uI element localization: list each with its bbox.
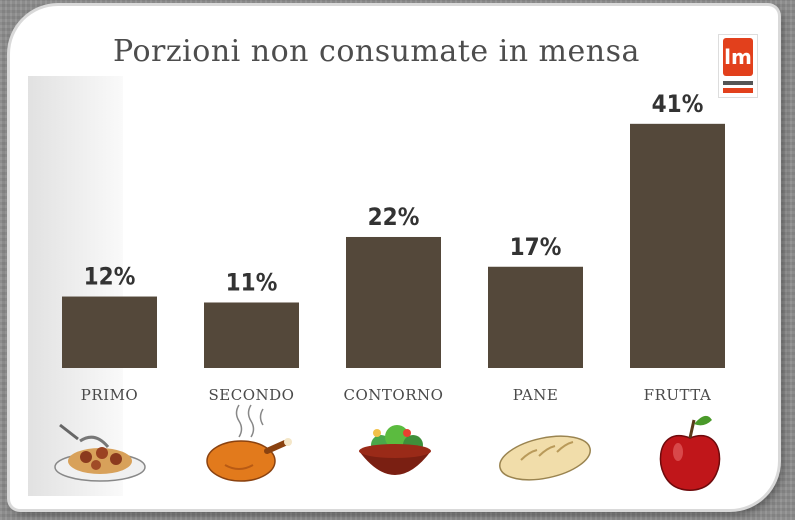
spaghetti-plate-icon bbox=[54, 423, 146, 482]
chart-title: Porzioni non consumate in mensa bbox=[113, 34, 640, 69]
bar-pane bbox=[488, 266, 583, 368]
bread-loaf-icon bbox=[499, 435, 591, 481]
lm-logo-icon: lm bbox=[718, 34, 758, 98]
bar-frutta bbox=[630, 123, 725, 368]
logo-stripe bbox=[723, 81, 753, 85]
value-label-pane: 17% bbox=[510, 233, 562, 261]
category-label-pane: PANE bbox=[513, 386, 559, 404]
category-label-frutta: FRUTTA bbox=[644, 386, 712, 404]
salad-bowl-icon bbox=[359, 425, 431, 475]
value-label-primo: 12% bbox=[84, 263, 136, 291]
side-decoration bbox=[28, 76, 123, 496]
category-label-primo: PRIMO bbox=[81, 386, 138, 404]
bar-contorno bbox=[346, 236, 441, 368]
category-label-contorno: CONTORNO bbox=[344, 386, 444, 404]
logo-mark: lm bbox=[723, 38, 753, 76]
red-apple-icon bbox=[659, 415, 721, 491]
category-label-secondo: SECONDO bbox=[209, 386, 295, 404]
logo-stripe-red bbox=[723, 88, 753, 93]
value-label-contorno: 22% bbox=[368, 203, 420, 231]
value-label-secondo: 11% bbox=[226, 268, 278, 296]
value-label-frutta: 41% bbox=[652, 90, 704, 118]
roast-chicken-icon bbox=[206, 404, 292, 482]
bar-primo bbox=[62, 296, 157, 368]
bar-secondo bbox=[204, 302, 299, 368]
